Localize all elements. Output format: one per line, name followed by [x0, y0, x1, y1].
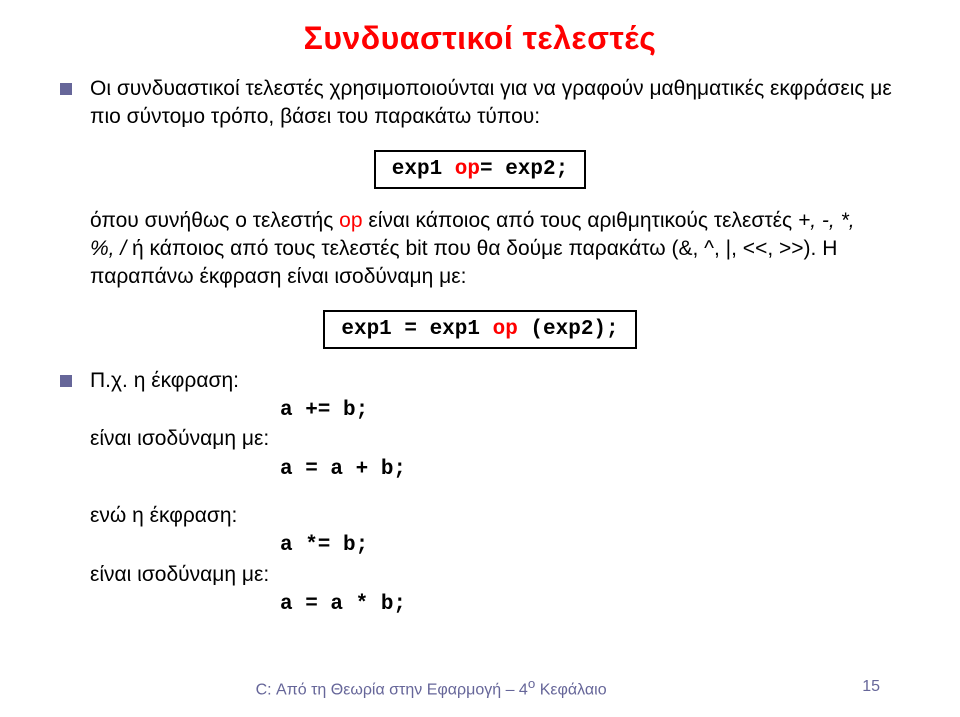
while-label: ενώ η έκφραση: [90, 502, 900, 530]
footer-chap: Κεφάλαιο [535, 681, 606, 698]
codebox-2: exp1 = exp1 op (exp2); [323, 310, 636, 349]
example-2: ενώ η έκφραση: a *= b; είναι ισοδύναμη μ… [90, 502, 900, 619]
footer-main: C: Από τη Θεωρία στην Εφαρμογή – 4 [256, 681, 528, 698]
equiv-label-1: είναι ισοδύναμη με: [90, 425, 900, 453]
example-2-code: a *= b; [280, 532, 368, 560]
example-label: Π.χ. η έκφραση: [90, 367, 900, 395]
footer: C: Από τη Θεωρία στην Εφαρμογή – 4ο Κεφά… [0, 676, 960, 699]
footer-text: C: Από τη Θεωρία στην Εφαρμογή – 4ο Κεφά… [0, 676, 862, 699]
codebox-1-wrap: exp1 op= exp2; [60, 150, 900, 189]
continuation-text: όπου συνήθως ο τελεστής op είναι κάποιος… [90, 207, 860, 292]
codebox-2-op: op [493, 318, 518, 341]
cont-c: ή κάποιος από τους τελεστές bit που θα δ… [126, 237, 671, 260]
slide: Συνδυαστικοί τελεστές Οι συνδυαστικοί τε… [0, 0, 960, 717]
codebox-2-wrap: exp1 = exp1 op (exp2); [60, 310, 900, 349]
codebox-1-p1: exp1 [392, 158, 455, 181]
examples-block: Π.χ. η έκφραση: a += b; είναι ισοδύναμη … [90, 367, 900, 630]
bullet-1-text: Οι συνδυαστικοί τελεστές χρησιμοποιούντα… [90, 75, 900, 132]
bullet-2: Π.χ. η έκφραση: a += b; είναι ισοδύναμη … [60, 367, 900, 630]
bullet-icon [60, 83, 72, 95]
bullet-icon [60, 375, 72, 387]
page-number: 15 [862, 678, 880, 696]
example-2-equiv: a = a * b; [280, 591, 406, 619]
example-1: Π.χ. η έκφραση: a += b; είναι ισοδύναμη … [90, 367, 900, 484]
example-1-code: a += b; [280, 397, 368, 425]
cont-a: όπου συνήθως ο τελεστής [90, 209, 339, 232]
cont-b: είναι κάποιος από τους αριθμητικούς τελε… [363, 209, 798, 232]
example-1-equiv: a = a + b; [280, 456, 406, 484]
codebox-1-op: op [455, 158, 480, 181]
codebox-2-p1: exp1 = exp1 [341, 318, 492, 341]
cont-op: op [339, 209, 362, 232]
equiv-label-2: είναι ισοδύναμη με: [90, 561, 900, 589]
bullet-1: Οι συνδυαστικοί τελεστές χρησιμοποιούντα… [60, 75, 900, 132]
codebox-1: exp1 op= exp2; [374, 150, 586, 189]
slide-title: Συνδυαστικοί τελεστές [60, 20, 900, 57]
codebox-1-p2: = exp2; [480, 158, 568, 181]
codebox-2-p2: (exp2); [518, 318, 619, 341]
cont-bits: (&, ^, |, <<, >>) [671, 237, 810, 260]
